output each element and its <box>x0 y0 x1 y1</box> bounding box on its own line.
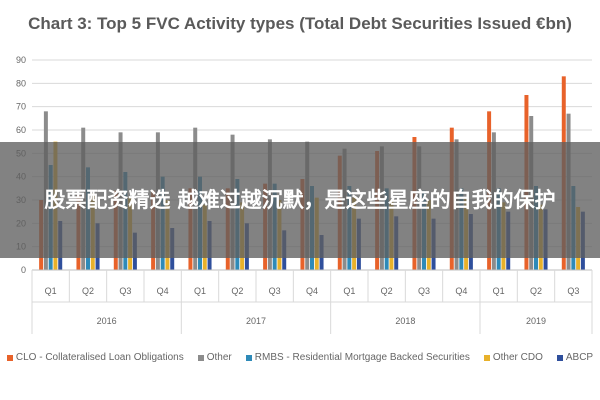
banner-text: 股票配资精选 越难过越沉默，是这些星座的自我的保护 <box>44 188 556 212</box>
x-tick-label: Q2 <box>530 286 542 296</box>
x-tick-label: Q3 <box>119 286 131 296</box>
x-tick-label: Q2 <box>82 286 94 296</box>
x-tick-label: Q1 <box>493 286 505 296</box>
group-label: 2016 <box>97 316 117 326</box>
legend-label: CLO - Collateralised Loan Obligations <box>15 352 184 363</box>
legend-item: CLO - Collateralised Loan Obligations <box>6 352 184 363</box>
y-tick-label: 90 <box>16 55 26 65</box>
x-tick-label: Q1 <box>194 286 206 296</box>
legend-label: Other CDO <box>492 352 543 363</box>
y-tick-label: 70 <box>16 102 26 112</box>
legend-item: ABCP <box>556 352 594 363</box>
group-label: 2017 <box>246 316 266 326</box>
y-tick-label: 60 <box>16 125 26 135</box>
legend-item: Other CDO <box>483 352 543 363</box>
x-tick-label: Q4 <box>455 286 467 296</box>
x-tick-label: Q1 <box>45 286 57 296</box>
legend-item: RMBS - Residential Mortgage Backed Secur… <box>245 352 470 363</box>
x-tick-label: Q3 <box>567 286 579 296</box>
legend-label: ABCP <box>565 352 594 363</box>
legend-label: RMBS - Residential Mortgage Backed Secur… <box>254 352 470 363</box>
x-tick-label: Q3 <box>418 286 430 296</box>
x-tick-label: Q2 <box>231 286 243 296</box>
legend-swatch <box>483 354 490 361</box>
group-label: 2018 <box>395 316 415 326</box>
chart-legend: CLO - Collateralised Loan Obligations Oth… <box>0 352 600 363</box>
chart-title: Chart 3: Top 5 FVC Activity types (Total… <box>28 14 572 33</box>
y-tick-label: 0 <box>21 265 26 275</box>
x-tick-label: Q1 <box>343 286 355 296</box>
x-tick-label: Q3 <box>269 286 281 296</box>
overlay-banner: 股票配资精选 越难过越沉默，是这些星座的自我的保护 <box>0 142 600 258</box>
legend-swatch <box>556 354 563 361</box>
legend-label: Other <box>206 352 232 363</box>
x-tick-label: Q4 <box>157 286 169 296</box>
legend-swatch <box>6 354 13 361</box>
x-tick-label: Q2 <box>381 286 393 296</box>
legend-item: Other <box>197 352 232 363</box>
group-label: 2019 <box>526 316 546 326</box>
legend-swatch <box>245 354 252 361</box>
y-tick-label: 80 <box>16 78 26 88</box>
x-tick-label: Q4 <box>306 286 318 296</box>
legend-swatch <box>197 354 204 361</box>
